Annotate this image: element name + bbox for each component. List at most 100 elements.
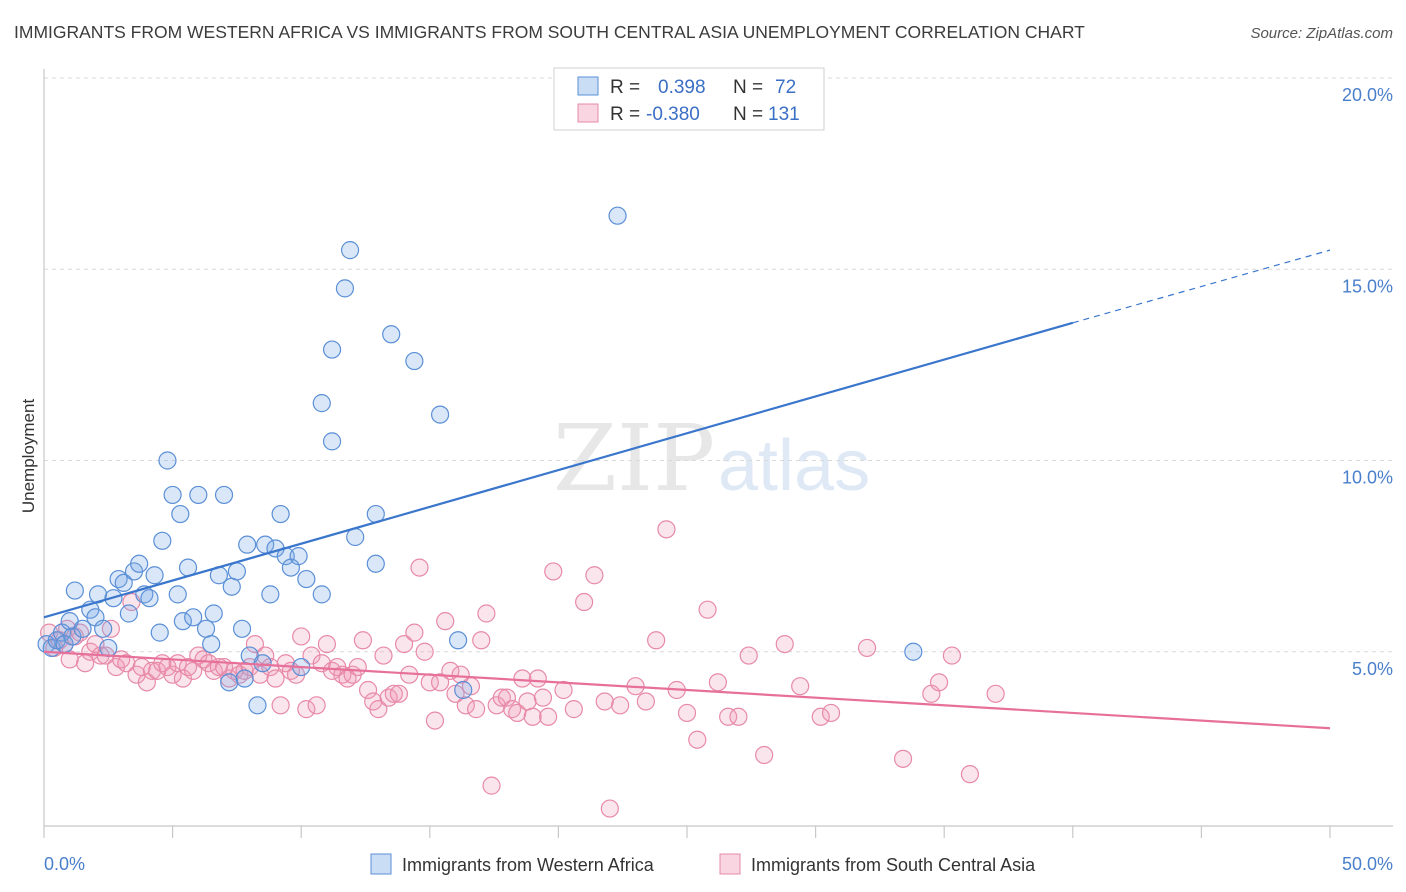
y-tick-label: 5.0% xyxy=(1352,659,1393,679)
data-point-south-central-asia xyxy=(317,634,337,654)
data-point-south-central-asia xyxy=(564,700,583,719)
legend-n-label-2: N = xyxy=(733,104,763,125)
legend-r-value-1: 0.398 xyxy=(658,77,706,98)
data-point-western-africa xyxy=(312,585,331,604)
data-point-south-central-asia xyxy=(585,566,604,585)
data-point-south-central-asia xyxy=(466,700,486,719)
data-point-western-africa xyxy=(214,485,234,505)
top-legend: R = 0.398 N = 72 R = -0.380 N = 131 xyxy=(553,67,825,131)
data-point-south-central-asia xyxy=(358,680,378,700)
bottom-legend-label-pink: Immigrants from South Central Asia xyxy=(751,855,1036,875)
data-point-south-central-asia xyxy=(600,799,619,818)
data-point-south-central-asia xyxy=(791,677,810,696)
data-point-south-central-asia xyxy=(173,669,192,688)
data-point-western-africa xyxy=(189,485,208,505)
data-point-south-central-asia xyxy=(477,604,496,623)
data-point-south-central-asia xyxy=(292,627,311,646)
y-tick-label: 15.0% xyxy=(1342,276,1393,296)
legend-box xyxy=(553,67,825,131)
legend-n-label-1: N = xyxy=(733,77,763,98)
data-point-western-africa xyxy=(322,432,342,451)
data-point-south-central-asia xyxy=(688,730,707,749)
data-point-south-central-asia xyxy=(307,696,326,715)
data-point-south-central-asia xyxy=(472,631,491,650)
chart-title: IMMIGRANTS FROM WESTERN AFRICA VS IMMIGR… xyxy=(14,22,1085,42)
data-point-south-central-asia xyxy=(533,688,553,707)
legend-n-value-2: 131 xyxy=(768,104,800,125)
data-point-south-central-asia xyxy=(528,669,547,688)
data-point-western-africa xyxy=(114,573,133,593)
data-point-western-africa xyxy=(608,206,627,225)
data-point-western-africa xyxy=(145,566,164,585)
data-point-south-central-asia xyxy=(297,700,316,719)
data-point-western-africa xyxy=(322,340,342,359)
data-point-south-central-asia xyxy=(893,749,913,768)
data-point-western-africa xyxy=(366,554,385,573)
data-point-south-central-asia xyxy=(513,669,532,688)
data-point-western-africa xyxy=(253,654,272,673)
x-tick-min: 0.0% xyxy=(44,854,85,874)
data-point-south-central-asia xyxy=(821,703,841,723)
data-point-south-central-asia xyxy=(271,696,290,715)
watermark-atlas: atlas xyxy=(718,426,870,506)
data-point-western-africa xyxy=(261,585,280,604)
data-point-south-central-asia xyxy=(554,680,573,700)
data-point-western-africa xyxy=(405,351,424,371)
data-point-western-africa xyxy=(232,619,252,638)
data-point-western-africa xyxy=(454,680,473,700)
data-point-south-central-asia xyxy=(482,776,501,795)
data-point-western-africa xyxy=(65,581,84,600)
data-point-south-central-asia xyxy=(523,707,542,726)
data-point-south-central-asia xyxy=(811,707,830,726)
data-point-western-africa xyxy=(63,627,82,646)
data-point-south-central-asia xyxy=(636,692,655,711)
data-point-south-central-asia xyxy=(266,669,285,688)
data-point-south-central-asia xyxy=(611,696,630,715)
y-tick-label: 10.0% xyxy=(1342,468,1393,488)
data-point-south-central-asia xyxy=(451,665,470,684)
legend-r-label-2: R = xyxy=(610,104,640,125)
data-point-south-central-asia xyxy=(302,646,321,665)
data-point-south-central-asia xyxy=(369,700,388,719)
data-point-western-africa xyxy=(227,562,246,581)
data-point-western-africa xyxy=(94,619,113,638)
bottom-legend-swatch-blue xyxy=(370,853,392,875)
data-point-south-central-asia xyxy=(410,558,429,577)
data-point-western-africa xyxy=(312,394,331,413)
data-point-western-africa xyxy=(171,504,190,524)
y-tick-label: 20.0% xyxy=(1342,85,1393,105)
data-point-western-africa xyxy=(238,535,257,554)
data-point-south-central-asia xyxy=(755,745,774,765)
data-point-western-africa xyxy=(448,631,468,650)
data-point-south-central-asia xyxy=(942,646,962,665)
data-point-south-central-asia xyxy=(348,657,367,677)
data-point-south-central-asia xyxy=(739,646,758,665)
x-tick-max: 50.0% xyxy=(1342,854,1393,874)
data-point-south-central-asia xyxy=(575,592,594,612)
bottom-legend: Immigrants from Western Africa Immigrant… xyxy=(370,853,1036,875)
data-point-south-central-asia xyxy=(394,634,414,654)
data-point-south-central-asia xyxy=(708,673,727,692)
data-point-western-africa xyxy=(153,531,172,550)
data-point-south-central-asia xyxy=(436,612,455,631)
data-point-south-central-asia xyxy=(250,665,270,684)
data-point-western-africa xyxy=(202,634,221,654)
data-point-south-central-asia xyxy=(117,654,136,673)
legend-swatch-pink xyxy=(577,103,599,123)
data-point-south-central-asia xyxy=(657,520,676,539)
data-point-south-central-asia xyxy=(101,619,120,638)
data-point-south-central-asia xyxy=(929,673,949,692)
data-point-western-africa xyxy=(150,623,169,642)
data-point-western-africa xyxy=(204,604,223,623)
data-point-western-africa xyxy=(430,405,450,424)
data-point-south-central-asia xyxy=(456,696,475,715)
watermark-zip: ZIP xyxy=(553,405,715,512)
data-point-south-central-asia xyxy=(163,665,182,684)
data-point-south-central-asia xyxy=(245,634,265,654)
data-point-south-central-asia xyxy=(425,711,445,730)
legend-n-value-1: 72 xyxy=(775,77,796,98)
data-point-south-central-asia xyxy=(698,600,717,619)
legend-r-value-2: -0.380 xyxy=(646,104,700,125)
data-point-western-africa xyxy=(130,554,149,573)
